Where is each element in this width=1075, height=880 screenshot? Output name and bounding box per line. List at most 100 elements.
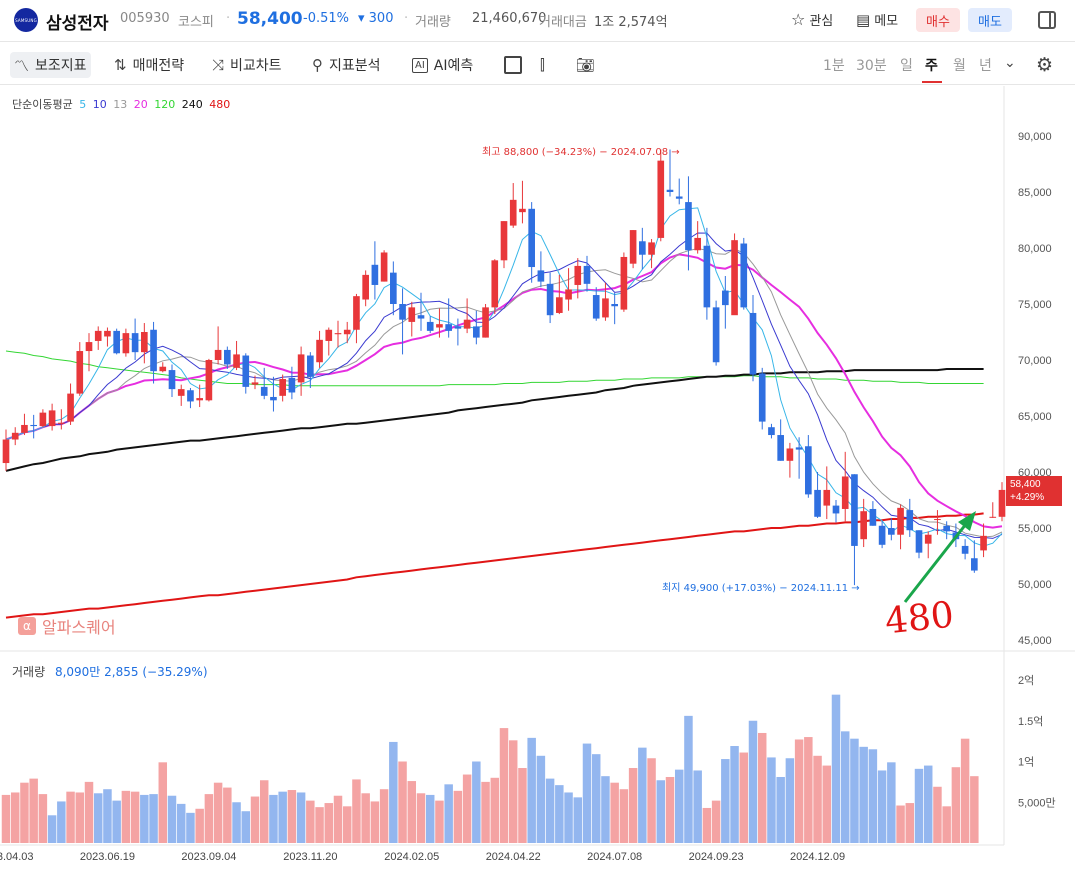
timeframe-year[interactable]: 년 <box>979 58 992 74</box>
ma-legend-title: 단순이동평균 <box>12 98 73 111</box>
samsung-logo-icon: SAMSUNG <box>14 8 38 32</box>
candle <box>187 388 194 409</box>
candle <box>408 301 416 337</box>
candle <box>629 230 637 269</box>
candle <box>122 328 130 357</box>
compare-button[interactable]: ⤨ 비교차트 <box>208 52 286 78</box>
candle <box>924 531 932 559</box>
candle <box>371 241 379 300</box>
volume-legend-value: 8,090만 2,855 (−35.29%) <box>54 665 208 679</box>
volume-bar <box>167 795 177 843</box>
volume-bar <box>887 762 896 843</box>
gear-icon[interactable]: ⚙ <box>1036 54 1054 76</box>
watch-button[interactable]: ☆ 관심 <box>791 10 833 29</box>
change-amount: ▾ 300 <box>358 11 394 26</box>
candle <box>30 414 37 439</box>
volume-bar <box>518 768 527 843</box>
candle <box>94 326 102 350</box>
screenshot-button[interactable]: 📷︎ <box>572 52 599 78</box>
low-annotation: 최지 49,900 (+17.03%) − 2024.11.11 → <box>662 583 860 594</box>
volume-bar <box>195 808 204 843</box>
volume-bar <box>38 794 48 843</box>
candle <box>519 180 526 224</box>
trade-amount-value: 1조 2,574억 <box>594 15 668 30</box>
volume-bar <box>20 782 29 843</box>
price-tag-pct: +4.29% <box>1010 492 1045 503</box>
analysis-button[interactable]: ⚲ 지표분석 <box>308 52 385 78</box>
ai-predict-button[interactable]: AI AI예측 <box>408 52 477 78</box>
volume-bar <box>29 778 38 843</box>
volume-bar <box>914 768 924 843</box>
candle <box>980 523 987 558</box>
volume-bar <box>444 784 453 843</box>
ai-label: AI예측 <box>433 58 474 74</box>
candle <box>288 366 296 400</box>
candlestick-icon: ⫿ <box>540 56 545 74</box>
y-tick-label: 45,000 <box>1018 635 1052 647</box>
side-panel-icon[interactable] <box>1038 11 1056 29</box>
buy-button[interactable]: 매수 <box>916 8 960 32</box>
candle <box>390 261 397 316</box>
ma-legend: 단순이동평균 5 10 13 20 120 240 480 <box>12 96 233 112</box>
volume-bar <box>462 774 472 843</box>
chevron-down-icon[interactable]: ⌄ <box>1004 55 1016 71</box>
volume-bar <box>269 794 278 843</box>
volume-label: 거래량 <box>415 15 451 30</box>
y-tick-label: 55,000 <box>1018 523 1052 535</box>
compare-label: 비교차트 <box>230 58 282 74</box>
ai-chip-icon: AI <box>412 57 428 73</box>
memo-label: 메모 <box>874 14 899 29</box>
candle <box>2 429 10 471</box>
candle <box>648 239 655 269</box>
volume-bar <box>794 739 804 843</box>
analysis-label: 지표분석 <box>329 58 381 74</box>
candle <box>39 409 47 428</box>
candle <box>307 352 314 388</box>
volume-bar <box>896 805 905 843</box>
x-tick-label: 2023.09.04 <box>181 851 236 863</box>
timeframe-1min[interactable]: 1분 <box>823 58 845 74</box>
volume-bar <box>10 792 20 843</box>
volume-bar <box>416 793 426 843</box>
y-tick-label: 65,000 <box>1018 411 1052 423</box>
volume-bar <box>158 762 168 843</box>
memo-button[interactable]: ▤ 메모 <box>856 10 899 30</box>
volume-bar <box>57 801 66 843</box>
volume-bar <box>628 768 638 843</box>
square-tool-button[interactable] <box>500 52 526 78</box>
ma-legend-480: 480 <box>209 98 231 111</box>
timeframe-month[interactable]: 월 <box>953 58 966 74</box>
candle <box>242 353 250 394</box>
volume-bar <box>389 741 398 843</box>
sell-button[interactable]: 매도 <box>968 8 1012 32</box>
strategy-button[interactable]: ⇅ 매매전략 <box>110 52 188 78</box>
stock-code: 005930 <box>120 11 170 26</box>
timeframe-day[interactable]: 일 <box>900 58 913 74</box>
timeframe-30min[interactable]: 30분 <box>856 58 887 74</box>
ma-5-line <box>5 207 1003 547</box>
volume-bar <box>970 776 979 843</box>
volume-bar <box>370 801 380 843</box>
volume-bar <box>315 807 324 843</box>
candle <box>67 383 74 425</box>
candle <box>952 523 960 548</box>
chart-toolbar: 〽 보조지표 ⇅ 매매전략 ⤨ 비교차트 ⚲ 지표분석 AI AI예측 ⫿ 📷︎… <box>0 43 1075 85</box>
volume-tick-label: 5,000만 <box>1018 796 1056 809</box>
candle-type-button[interactable]: ⫿ <box>536 52 549 78</box>
candle <box>777 419 784 461</box>
candle <box>786 442 794 478</box>
candle <box>113 328 120 355</box>
handwritten-note: 480 <box>883 594 956 643</box>
timeframe-week[interactable]: 주 <box>925 58 938 74</box>
x-tick-label: 2024.09.23 <box>689 851 744 863</box>
candle <box>48 403 56 431</box>
volume-bar <box>223 787 232 843</box>
volume-bar <box>352 779 361 843</box>
volume-bar <box>767 757 776 843</box>
indicator-button[interactable]: 〽 보조지표 <box>10 52 91 78</box>
volume-bar <box>398 761 407 843</box>
candle <box>998 482 1006 522</box>
candle <box>58 409 65 430</box>
candle <box>712 300 720 366</box>
